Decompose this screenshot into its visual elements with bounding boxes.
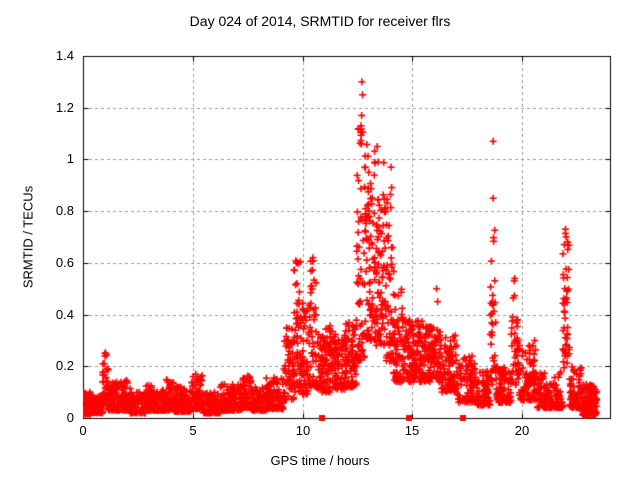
y-tick-label: 0.4 xyxy=(55,307,74,322)
chart-title: Day 024 of 2014, SRMTID for receiver flr… xyxy=(189,13,451,29)
y-tick-label: 0 xyxy=(66,410,74,425)
x-tick-label: 10 xyxy=(295,423,311,438)
y-tick-label: 1.4 xyxy=(55,48,74,63)
y-tick-label: 0.2 xyxy=(55,358,74,373)
y-tick-label: 1.2 xyxy=(55,100,74,115)
y-axis-label: SRMTID / TECUs xyxy=(20,185,36,289)
x-tick-label: 20 xyxy=(514,423,530,438)
x-tick-label: 0 xyxy=(79,423,87,438)
x-tick-label: 5 xyxy=(189,423,197,438)
y-tick-label: 0.8 xyxy=(55,203,74,218)
y-tick-label: 0.6 xyxy=(55,255,74,270)
y-tick-label: 1 xyxy=(66,151,74,166)
x-tick-label: 15 xyxy=(404,423,420,438)
x-axis-label: GPS time / hours xyxy=(270,453,370,468)
